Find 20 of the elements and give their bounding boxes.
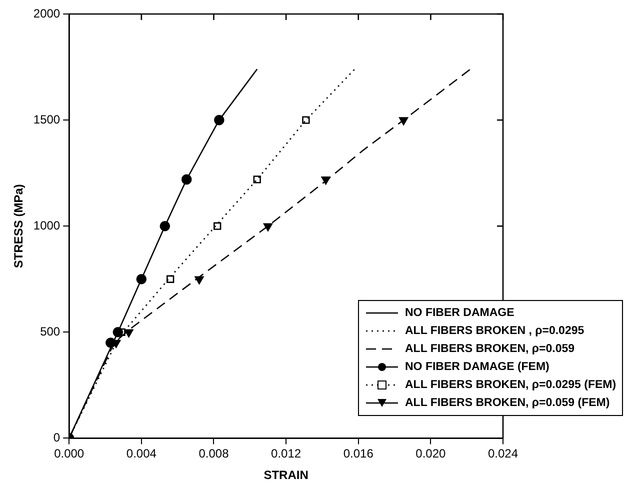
x-tick-label: 0.024 [488, 446, 518, 461]
legend-label: ALL FIBERS BROKEN , ρ=0.0295 [405, 325, 584, 338]
y-tick-label: 0 [53, 430, 60, 445]
y-tick-label: 500 [40, 324, 60, 338]
x-tick-label: 0.000 [54, 446, 84, 461]
legend-label: ALL FIBERS BROKEN, ρ=0.0295 (FEM) [405, 379, 616, 392]
x-tick-label: 0.004 [126, 446, 157, 461]
y-tick-label: 1000 [33, 218, 60, 232]
y-axis-title: STRESS (MPa) [12, 184, 26, 268]
x-tick-label: 0.016 [343, 446, 374, 461]
y-tick-label: 2000 [33, 6, 60, 20]
x-tick-label: 0.020 [416, 446, 446, 461]
legend-label: NO FIBER DAMAGE [405, 307, 514, 320]
legend-label: ALL FIBERS BROKEN, ρ=0.059 [405, 343, 575, 356]
x-tick-label: 0.012 [271, 446, 302, 461]
x-axis-title: STRAIN [264, 468, 308, 482]
y-tick-label: 1500 [33, 112, 60, 126]
legend-label: ALL FIBERS BROKEN, ρ=0.059 (FEM) [405, 397, 610, 410]
legend-label: NO FIBER DAMAGE (FEM) [405, 361, 550, 374]
x-tick-label: 0.008 [198, 446, 230, 461]
